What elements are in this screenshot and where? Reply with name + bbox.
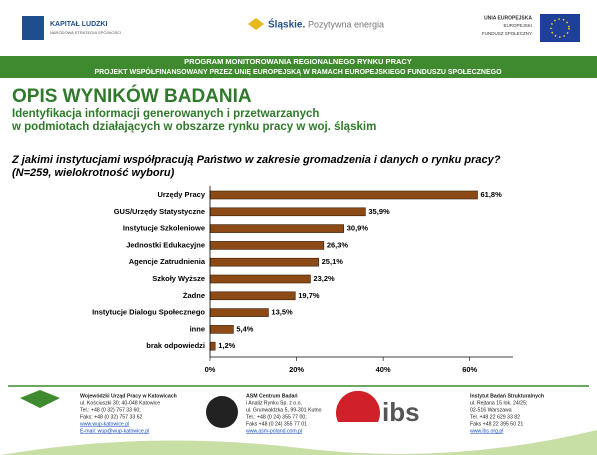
logo-text: UNIA EUROPEJSKA	[484, 15, 532, 21]
bar	[209, 224, 345, 233]
footer-text: Faks +48 (0 24) 355 77 01	[246, 421, 307, 427]
value-label: 26,3%	[327, 240, 349, 249]
y-tick-label: Instytucje Szkoleniowe	[123, 224, 205, 233]
slaskie-icon	[248, 18, 264, 30]
value-label: 25,1%	[322, 257, 344, 266]
x-tick-label: 0%	[205, 365, 216, 374]
value-label: 1,2%	[218, 341, 235, 350]
footer-text: 02-516 Warszawa	[470, 407, 512, 413]
footer-text: Tel. +48 22 629 33 82	[470, 414, 520, 420]
y-tick-label: Jednostki Edukacyjne	[126, 240, 205, 249]
y-tick-label: inne	[190, 324, 205, 333]
footer-text: Tel.: +48 (0 24) 355 77 00;	[246, 414, 307, 420]
subtitle: w podmiotach działających w obszarze ryn…	[11, 121, 376, 133]
footer-text: ul. Rejtana 15 lok. 24/25;	[470, 400, 527, 406]
value-label: 61,8%	[481, 190, 503, 199]
wup-logo	[20, 390, 60, 408]
x-tick-label: 20%	[289, 365, 304, 374]
x-tick-label: 60%	[462, 365, 477, 374]
bar	[209, 257, 319, 267]
title: OPIS WYNIKÓW BADANIA	[12, 85, 252, 107]
ibs-logo-icon	[335, 390, 380, 422]
footer-text: ul. Kościuszki 30; 40-048 Katowice	[80, 400, 160, 406]
bar	[209, 341, 216, 351]
value-label: 19,7%	[298, 291, 320, 300]
eu-stars	[550, 18, 570, 38]
chart-title: (N=259, wielokrotność wyboru)	[12, 167, 175, 179]
footer-text: i Analiz Rynku Sp. z o.o.	[246, 400, 302, 406]
y-tick-label: Szkoły Wyższe	[152, 274, 205, 283]
logo-text: NARODOWA STRATEGIA SPÓJNOŚCI	[50, 30, 121, 35]
y-tick-label: GUS/Urzędy Statystyczne	[114, 207, 205, 216]
value-label: 35,9%	[368, 207, 390, 216]
bar	[209, 291, 296, 301]
bar	[209, 207, 366, 217]
footer-text: www.ibs.org.pl	[470, 428, 503, 434]
value-label: 30,9%	[347, 224, 369, 233]
footer-text: ul. Grunwaldzka 5, 99-301 Kutno	[246, 407, 322, 413]
y-tick-label: Urzędy Pracy	[157, 190, 205, 199]
footer-text: www.wup-katowice.pl	[80, 421, 129, 427]
y-tick-label: Żadne	[183, 291, 205, 300]
footer-text: Faks +48 22 395 50 21	[470, 421, 523, 427]
value-label: 5,4%	[236, 324, 253, 333]
bar	[209, 274, 311, 284]
value-label: 13,5%	[271, 308, 293, 317]
banner-text: PROJEKT WSPÓŁFINANSOWANY PRZEZ UNIĘ EURO…	[94, 67, 502, 76]
subtitle: Identyfikacja informacji generowanych i …	[12, 108, 319, 120]
banner	[0, 56, 597, 78]
footer-text: E-mail: wup@wup-katowice.pl	[80, 428, 149, 434]
logo-text: KAPITAŁ LUDZKI	[50, 21, 107, 28]
value-label: 23,2%	[313, 274, 335, 283]
footer-wave	[0, 430, 597, 455]
banner-text: PROGRAM MONITOROWANIA REGIONALNEGO RYNKU…	[184, 57, 412, 66]
logo-text: EUROPEJSKI	[503, 23, 532, 28]
x-tick-label: 40%	[376, 365, 391, 374]
eu-flag	[540, 14, 580, 42]
bar	[209, 190, 478, 200]
logo-text: Śląskie.	[268, 18, 305, 31]
ibs-logo-text: ibs	[382, 397, 420, 427]
y-tick-label: Agencje Zatrudnienia	[129, 257, 206, 266]
logo-text: FUNDUSZ SPOŁECZNY	[482, 31, 532, 36]
bar	[209, 325, 234, 334]
footer-text: Tel.: +48 (0 32) 757 33 60;	[80, 407, 141, 413]
bar	[209, 308, 269, 317]
footer-text: Faks: +48 (0 32) 757 33 62	[80, 414, 143, 420]
footer-text: ASM Centrum Badań	[246, 393, 298, 399]
y-tick-label: Instytucje Dialogu Społecznego	[92, 308, 205, 317]
footer-text: Instytut Badań Strukturalnych	[470, 393, 544, 399]
kl-logo-icon	[22, 16, 44, 40]
y-tick-label: brak odpowiedzi	[146, 341, 205, 350]
logo-text: Pozytywna energia	[308, 19, 384, 29]
bar	[209, 241, 325, 250]
footer-text: www.asm-poland.com.pl	[246, 428, 302, 434]
asm-logo	[206, 396, 238, 428]
footer-text: Wojewódzki Urząd Pracy w Katowicach	[80, 393, 177, 399]
chart-title: Z jakimi instytucjami współpracują Państ…	[11, 154, 501, 166]
